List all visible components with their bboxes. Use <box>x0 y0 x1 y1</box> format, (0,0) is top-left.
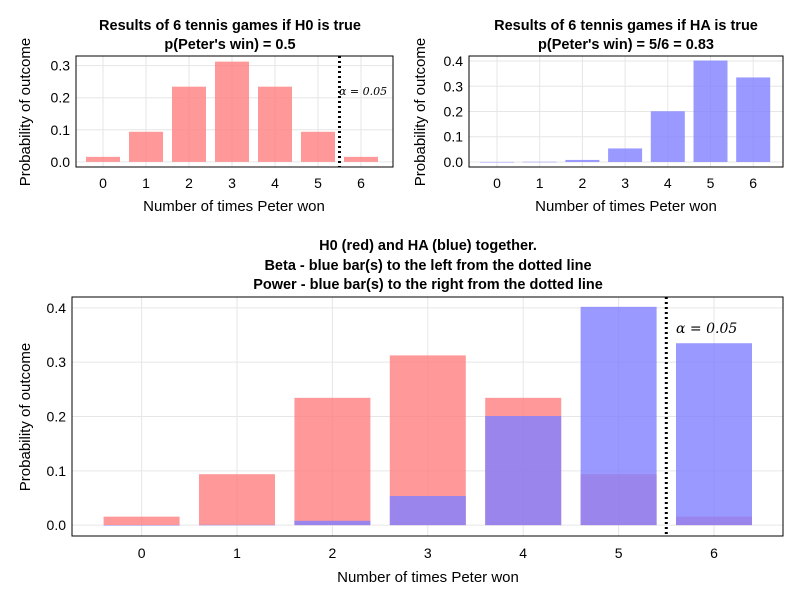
chart-h0-y-tick-1: 0.1 <box>51 122 71 138</box>
chart-h0-x-tick-2: 2 <box>185 175 193 191</box>
chart-ha-bar-s0-5 <box>693 60 728 162</box>
chart-ha-xlabel: Number of times Peter won <box>535 198 717 215</box>
chart-h0-bar-s0-2 <box>172 86 206 162</box>
chart-h0-y-tick-2: 0.2 <box>51 90 71 106</box>
chart-ha-bars <box>480 60 771 163</box>
chart-ha-x-tick-3: 3 <box>621 175 629 191</box>
chart-combined-x-tick-6: 6 <box>710 545 718 561</box>
chart-h0-x-tick-5: 5 <box>314 175 322 191</box>
chart-ha-bar-s0-2 <box>565 159 600 162</box>
chart-ha-title-line-2: p(Peter's win) = 5/6 = 0.83 <box>538 37 714 53</box>
chart-combined-ylabel: Probability of outcome <box>17 343 34 491</box>
chart-combined-title-line-3: Power - blue bar(s) to the right from th… <box>253 277 603 293</box>
chart-ha-x-tick-4: 4 <box>664 175 672 191</box>
chart-ha-bar-s0-3 <box>608 148 643 162</box>
chart-combined-y-tick-1: 0.1 <box>47 463 67 479</box>
chart-combined-x-tick-3: 3 <box>424 545 432 561</box>
chart-ha-title-line-1: Results of 6 tennis games if HA is true <box>494 18 758 34</box>
chart-h0-y-ticks: 0.0 0.1 0.2 0.3 <box>51 58 71 170</box>
chart-combined-y-tick-3: 0.3 <box>47 354 67 370</box>
chart-combined-bar-s1-5 <box>580 306 657 526</box>
chart-h0-x-tick-4: 4 <box>271 175 279 191</box>
chart-combined-x-tick-4: 4 <box>519 545 527 561</box>
chart-ha-x-tick-1: 1 <box>536 175 544 191</box>
chart-h0-title-line-2: p(Peter's win) = 0.5 <box>164 37 295 53</box>
chart-ha-x-tick-2: 2 <box>579 175 587 191</box>
chart-ha-bar-s0-1 <box>522 161 557 163</box>
chart-h0-bar-s0-5 <box>301 131 335 162</box>
chart-combined-bar-s1-2 <box>294 520 371 526</box>
chart-h0-x-tick-0: 0 <box>99 175 107 191</box>
chart-h0-alpha-annotation: α = 0.05 <box>339 85 387 98</box>
chart-combined-bar-s0-0 <box>103 516 180 526</box>
chart-combined-bars <box>103 306 752 526</box>
chart-h0-title-line-1: Results of 6 tennis games if H0 is true <box>99 18 361 34</box>
chart-h0: Results of 6 tennis games if H0 is true … <box>17 18 394 215</box>
chart-combined-bar-s0-1 <box>199 474 275 526</box>
chart-combined-bar-s0-2 <box>294 397 371 526</box>
chart-h0-x-tick-1: 1 <box>142 175 150 191</box>
chart-h0-bar-s0-4 <box>258 86 292 162</box>
chart-ha-x-tick-6: 6 <box>749 175 757 191</box>
chart-combined-bar-s1-1 <box>199 524 275 526</box>
chart-combined-x-ticks: 0 1 2 3 4 5 6 <box>138 545 718 561</box>
chart-h0-bar-s0-0 <box>86 156 120 162</box>
chart-combined-x-tick-1: 1 <box>233 545 241 561</box>
chart-ha-x-ticks: 0 1 2 3 4 5 6 <box>493 175 757 191</box>
chart-ha: Results of 6 tennis games if HA is true … <box>412 18 784 215</box>
chart-ha-y-tick-1: 0.1 <box>444 129 464 145</box>
chart-ha-y-ticks: 0.0 0.1 0.2 0.3 0.4 <box>444 53 464 170</box>
chart-ha-bar-s0-0 <box>480 161 514 163</box>
chart-ha-ylabel: Probability of outcome <box>412 38 429 186</box>
chart-ha-y-tick-4: 0.4 <box>444 53 464 69</box>
chart-combined-title-line-1: H0 (red) and HA (blue) together. <box>319 238 537 254</box>
chart-h0-bars <box>86 61 378 162</box>
chart-h0-frame <box>75 55 394 168</box>
chart-ha-bar-s0-6 <box>736 77 771 162</box>
chart-ha-y-tick-3: 0.3 <box>444 78 464 94</box>
chart-h0-xlabel: Number of times Peter won <box>143 198 325 215</box>
chart-combined-xlabel: Number of times Peter won <box>337 569 519 586</box>
chart-h0-x-ticks: 0 1 2 3 4 5 6 <box>99 175 365 191</box>
chart-combined-x-tick-0: 0 <box>138 545 146 561</box>
chart-combined-bar-s1-0 <box>103 525 180 526</box>
chart-combined-bar-s1-6 <box>676 343 752 526</box>
chart-combined-title-line-2: Beta - blue bar(s) to the left from the … <box>264 258 591 274</box>
chart-combined-x-tick-5: 5 <box>615 545 623 561</box>
chart-ha-y-tick-0: 0.0 <box>444 154 464 170</box>
chart-combined: H0 (red) and HA (blue) together. Beta - … <box>17 238 784 586</box>
chart-combined-y-tick-2: 0.2 <box>47 409 67 425</box>
chart-h0-y-tick-0: 0.0 <box>51 154 71 170</box>
chart-h0-ylabel: Probability of outcome <box>17 38 34 186</box>
chart-combined-y-tick-0: 0.0 <box>47 517 67 533</box>
chart-combined-y-tick-4: 0.4 <box>47 300 67 316</box>
chart-combined-alpha-annotation: α = 0.05 <box>676 321 737 337</box>
chart-h0-y-tick-3: 0.3 <box>51 58 71 74</box>
chart-h0-x-tick-6: 6 <box>357 175 365 191</box>
chart-ha-y-tick-2: 0.2 <box>444 104 464 120</box>
chart-combined-frame <box>71 296 784 537</box>
chart-ha-frame <box>468 55 784 168</box>
chart-h0-bar-s0-3 <box>215 61 249 162</box>
chart-ha-bar-s0-4 <box>650 111 685 162</box>
chart-combined-bar-s1-4 <box>485 416 562 526</box>
chart-h0-bar-s0-1 <box>129 131 163 162</box>
chart-combined-x-tick-2: 2 <box>329 545 337 561</box>
chart-combined-y-ticks: 0.0 0.1 0.2 0.3 0.4 <box>47 300 67 533</box>
chart-ha-x-tick-5: 5 <box>707 175 715 191</box>
chart-h0-bar-s0-6 <box>344 156 378 162</box>
chart-h0-x-tick-3: 3 <box>228 175 236 191</box>
chart-combined-bar-s1-3 <box>389 496 466 526</box>
chart-ha-x-tick-0: 0 <box>493 175 501 191</box>
